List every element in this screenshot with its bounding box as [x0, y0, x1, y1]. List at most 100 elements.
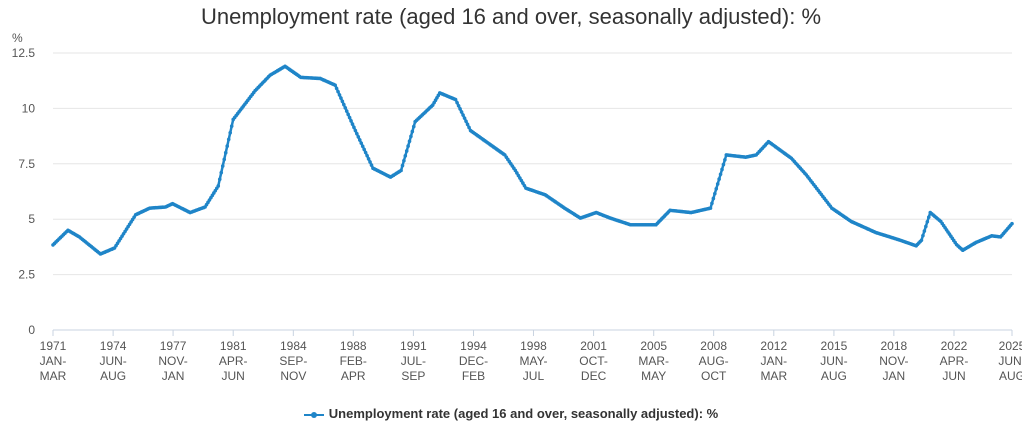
x-tick-label: AUG- [699, 354, 729, 368]
data-point [363, 150, 368, 155]
data-point [340, 99, 345, 104]
x-tick-label: JUN- [998, 354, 1022, 368]
y-axis-label: % [12, 31, 23, 45]
chart-title: Unemployment rate (aged 16 and over, sea… [200, 4, 822, 29]
data-point [410, 129, 415, 134]
x-tick-label: 1974 [100, 339, 127, 353]
x-tick-label: NOV- [158, 354, 187, 368]
x-tick-label: OCT [701, 369, 727, 383]
data-point [350, 122, 355, 126]
legend-label: Unemployment rate (aged 16 and over, sea… [328, 406, 719, 421]
x-tick-label: AUG [821, 369, 847, 383]
x-tick-label: SEP [401, 369, 425, 383]
x-tick-label: JAN- [40, 354, 67, 368]
data-point [343, 106, 348, 110]
data-point [352, 125, 356, 130]
data-point [365, 153, 369, 158]
data-point [924, 224, 928, 229]
data-point [713, 191, 717, 196]
data-point [718, 172, 723, 177]
data-point [225, 144, 230, 148]
data-point [708, 206, 713, 210]
y-tick-label: 2.5 [18, 268, 35, 282]
data-point [344, 109, 349, 113]
data-point [461, 113, 465, 117]
data-point [359, 141, 364, 145]
data-point [720, 167, 724, 172]
x-tick-label: JAN [883, 369, 906, 383]
x-tick-label: MAR- [638, 354, 669, 368]
y-tick-label: 7.5 [18, 157, 35, 171]
data-point [229, 124, 234, 128]
x-tick-label: JUL [523, 369, 545, 383]
data-point [717, 177, 721, 181]
x-tick-label: 1991 [400, 339, 427, 353]
data-point [342, 102, 346, 107]
x-tick-label: 1981 [220, 339, 247, 353]
data-point [228, 130, 233, 135]
data-point [222, 157, 227, 162]
data-point [353, 128, 358, 133]
data-point [219, 170, 224, 175]
y-tick-label: 0 [28, 323, 35, 337]
data-point [456, 103, 461, 108]
legend-swatch [303, 411, 324, 418]
data-point [723, 157, 727, 162]
data-point [334, 86, 339, 91]
x-tick-label: OCT- [579, 354, 608, 368]
data-point [455, 100, 459, 105]
data-point [399, 168, 403, 173]
x-tick-label: MAY [641, 369, 666, 383]
legend[interactable]: Unemployment rate (aged 16 and over, sea… [0, 406, 1022, 421]
data-point [922, 229, 927, 233]
x-tick-label: 2001 [580, 339, 607, 353]
x-tick-label: NOV- [879, 354, 908, 368]
x-tick-label: 2025 [999, 339, 1022, 353]
x-tick-label: JAN [162, 369, 185, 383]
data-point [357, 138, 362, 142]
data-point [346, 112, 350, 117]
x-tick-label: APR- [940, 354, 969, 368]
data-point [333, 83, 337, 87]
data-point [711, 196, 716, 201]
series-line [52, 65, 1013, 256]
data-point [1010, 221, 1014, 226]
x-tick-label: AUG [100, 369, 126, 383]
data-point [368, 160, 372, 164]
x-tick-label: 1971 [40, 339, 67, 353]
data-point [337, 93, 342, 97]
x-tick-label: MAY- [519, 354, 547, 368]
data-point [356, 135, 361, 139]
data-point [360, 144, 365, 149]
x-tick-label: JUN- [820, 354, 847, 368]
data-point [402, 158, 406, 163]
y-tick-label: 12.5 [12, 46, 36, 60]
y-tick-label: 10 [22, 101, 36, 115]
x-tick-label: JUN- [99, 354, 126, 368]
data-point [459, 110, 464, 114]
x-tick-label: MAR [760, 369, 787, 383]
data-point [216, 184, 221, 188]
x-tick-label: FEB [462, 369, 485, 383]
x-tick-label: 1984 [280, 339, 307, 353]
data-point [223, 150, 228, 155]
data-point [220, 164, 225, 168]
x-tick-label: 2008 [700, 339, 727, 353]
x-tick-label: 1977 [160, 339, 187, 353]
data-point [406, 144, 410, 148]
data-point [925, 219, 930, 224]
data-point [349, 119, 353, 123]
data-point [369, 163, 374, 167]
x-tick-label: 2022 [941, 339, 968, 353]
data-point [362, 147, 366, 152]
data-point [710, 201, 714, 206]
data-point [715, 182, 720, 186]
x-tick-label: JAN- [760, 354, 787, 368]
data-point [453, 97, 458, 102]
data-point [721, 162, 726, 167]
data-point [458, 107, 462, 111]
x-tick-label: JUN [222, 369, 245, 383]
data-point [714, 186, 719, 191]
